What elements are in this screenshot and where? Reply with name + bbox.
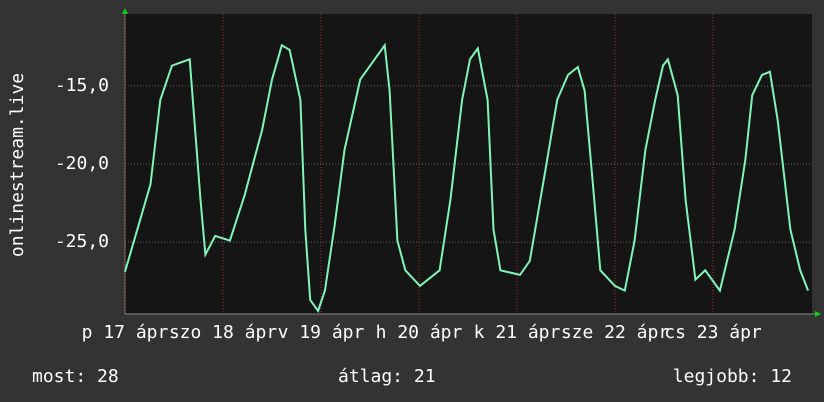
x-tick-label: cs 23 ápr [664, 322, 762, 343]
stat-current: most: 28 [32, 366, 119, 387]
y-axis-label: onlinestream.live [7, 73, 28, 257]
stat-average: átlag: 21 [338, 366, 436, 387]
y-tick-label: -25,0 [55, 231, 109, 252]
y-arrow [122, 8, 128, 14]
x-tick-label: szo 18 ápr [169, 322, 278, 343]
x-tick-label: h 20 ápr [376, 322, 463, 343]
y-tick-label: -20,0 [55, 153, 109, 174]
x-tick-label: v 19 ápr [278, 322, 365, 343]
x-tick-label: p 17 ápr [82, 322, 169, 343]
y-tick-label: -15,0 [55, 75, 109, 96]
x-arrow [815, 311, 821, 317]
x-tick-label: sze 22 ápr [561, 322, 670, 343]
data-line [124, 42, 810, 314]
x-tick-label: k 21 ápr [474, 322, 561, 343]
stat-best: legjobb: 12 [673, 366, 792, 387]
plot-area [125, 14, 812, 314]
